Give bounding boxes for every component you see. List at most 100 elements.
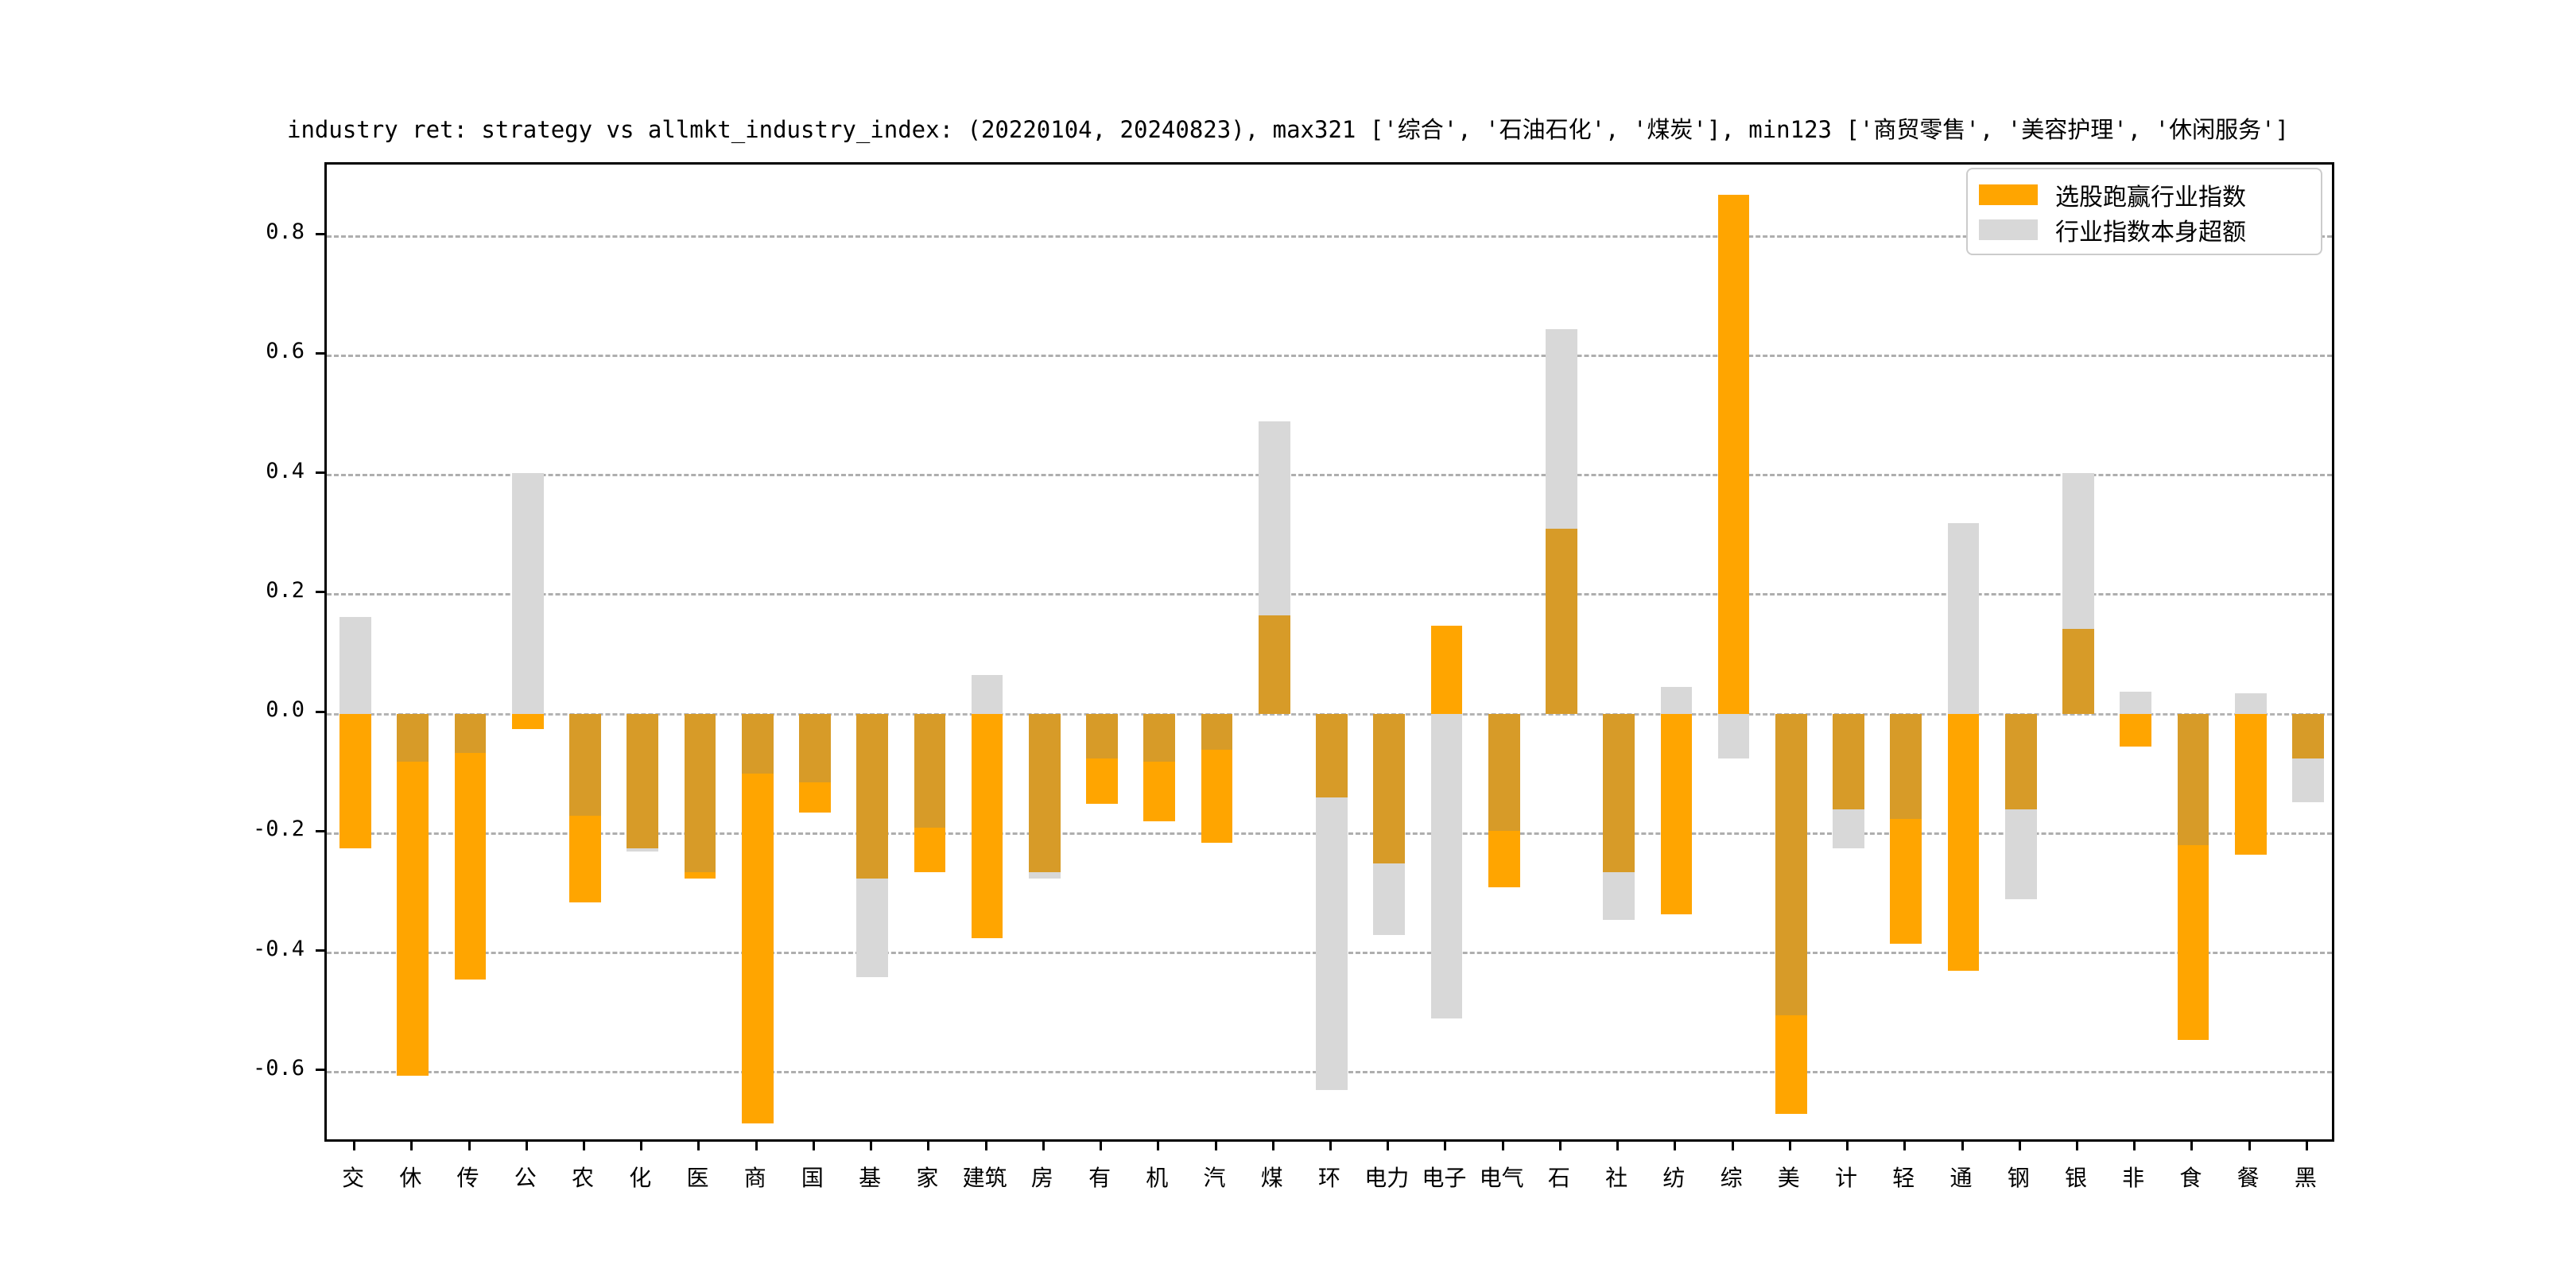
- xtick-label-国: 国: [801, 1165, 824, 1191]
- bar-overlap-食: [2177, 714, 2209, 846]
- xtick-label-石: 石: [1547, 1165, 1570, 1191]
- bar-strategy-休: [397, 714, 429, 1076]
- legend-label-index: 行业指数本身超额: [2055, 219, 2246, 246]
- bar-overlap-休: [397, 714, 429, 762]
- ytick-label-neg0_6: -0.6: [252, 1055, 305, 1080]
- bar-overlap-计: [1833, 714, 1864, 810]
- bar-strategy-交: [339, 714, 371, 849]
- xtick-label-社: 社: [1605, 1165, 1628, 1191]
- xtick-mark-黑: [2305, 1142, 2308, 1150]
- bar-index-通: [1947, 522, 1980, 715]
- xtick-label-电气: 电气: [1479, 1165, 1524, 1191]
- xtick-label-交: 交: [342, 1165, 365, 1191]
- bar-strategy-公: [511, 714, 544, 729]
- xtick-mark-电力: [1387, 1142, 1390, 1150]
- xtick-label-电子: 电子: [1422, 1165, 1467, 1191]
- xtick-label-计: 计: [1835, 1165, 1858, 1191]
- legend-swatch-orange: [1979, 184, 2038, 205]
- xtick-mark-商: [755, 1142, 758, 1150]
- bar-strategy-餐: [2234, 714, 2267, 855]
- xtick-mark-银: [2075, 1142, 2078, 1150]
- xtick-label-公: 公: [514, 1165, 537, 1191]
- bar-index-餐: [2234, 692, 2267, 715]
- bar-overlap-轻: [1890, 714, 1922, 819]
- bar-index-综: [1717, 714, 1750, 759]
- xtick-mark-化: [640, 1142, 643, 1150]
- ytick-label-0_4: 0.4: [266, 458, 305, 483]
- bar-overlap-电力: [1373, 714, 1406, 863]
- xtick-mark-建筑: [984, 1142, 987, 1150]
- bar-overlap-社: [1603, 714, 1635, 873]
- plot-area: [324, 162, 2334, 1142]
- bar-index-电子: [1430, 714, 1463, 1019]
- xtick-mark-国: [812, 1142, 815, 1150]
- chart-title: industry ret: strategy vs allmkt_industr…: [286, 116, 2289, 143]
- xtick-label-建筑: 建筑: [962, 1165, 1007, 1191]
- xtick-mark-计: [1846, 1142, 1849, 1150]
- bar-overlap-国: [799, 714, 831, 783]
- bar-strategy-纺: [1660, 714, 1693, 914]
- ytick-mark-6: [316, 949, 324, 952]
- xtick-mark-钢: [2018, 1142, 2021, 1150]
- bar-index-交: [339, 616, 371, 715]
- xtick-label-商: 商: [743, 1165, 766, 1191]
- xtick-label-纺: 纺: [1662, 1165, 1686, 1191]
- ytick-label-neg0_4: -0.4: [252, 936, 305, 961]
- xtick-mark-电气: [1501, 1142, 1504, 1150]
- xtick-label-机: 机: [1146, 1165, 1169, 1191]
- bar-strategy-建筑: [971, 714, 1003, 938]
- xtick-mark-交: [353, 1142, 356, 1150]
- legend-item-strategy: 选股跑赢行业指数: [1979, 177, 2310, 212]
- ytick-label-0_0: 0.0: [266, 697, 305, 723]
- xtick-mark-休: [410, 1142, 413, 1150]
- gridline-0_8: [327, 235, 2332, 238]
- bar-overlap-医: [684, 714, 716, 873]
- bar-overlap-房: [1028, 714, 1061, 873]
- xtick-label-环: 环: [1317, 1165, 1340, 1191]
- bar-overlap-环: [1316, 714, 1348, 798]
- bar-overlap-石: [1546, 529, 1577, 715]
- xtick-mark-机: [1157, 1142, 1160, 1150]
- xtick-label-钢: 钢: [2007, 1165, 2030, 1191]
- xtick-label-非: 非: [2122, 1165, 2145, 1191]
- xtick-label-休: 休: [399, 1165, 422, 1191]
- xtick-label-医: 医: [686, 1165, 709, 1191]
- xtick-mark-环: [1329, 1142, 1332, 1150]
- xtick-mark-轻: [1903, 1142, 1907, 1150]
- legend-item-index: 行业指数本身超额: [1979, 212, 2310, 247]
- xtick-mark-石: [1558, 1142, 1562, 1150]
- bar-index-建筑: [971, 675, 1003, 715]
- bar-overlap-化: [627, 714, 659, 849]
- ytick-label-0_2: 0.2: [266, 577, 305, 603]
- xtick-label-房: 房: [1030, 1165, 1053, 1191]
- xtick-mark-美: [1788, 1142, 1791, 1150]
- bar-strategy-通: [1947, 714, 1980, 972]
- bar-overlap-汽: [1201, 714, 1233, 751]
- gridline-0_2: [327, 593, 2332, 596]
- chart-legend: 选股跑赢行业指数 行业指数本身超额: [1966, 168, 2322, 255]
- ytick-label-0_6: 0.6: [266, 339, 305, 364]
- bar-strategy-传: [454, 714, 487, 980]
- xtick-mark-基: [870, 1142, 873, 1150]
- xtick-label-家: 家: [916, 1165, 939, 1191]
- bar-overlap-基: [856, 714, 889, 879]
- bar-overlap-有: [1086, 714, 1118, 759]
- xtick-mark-煤: [1271, 1142, 1274, 1150]
- xtick-label-电力: 电力: [1364, 1165, 1410, 1191]
- xtick-label-轻: 轻: [1892, 1165, 1915, 1191]
- bar-overlap-银: [2062, 629, 2094, 715]
- xtick-mark-公: [525, 1142, 528, 1150]
- legend-swatch-gray: [1979, 219, 2038, 240]
- xtick-label-基: 基: [859, 1165, 882, 1191]
- xtick-mark-医: [697, 1142, 700, 1150]
- xtick-label-化: 化: [629, 1165, 652, 1191]
- xtick-mark-纺: [1674, 1142, 1677, 1150]
- bar-strategy-非: [2120, 714, 2152, 747]
- bar-overlap-电气: [1488, 714, 1520, 831]
- bar-overlap-商: [741, 714, 774, 774]
- ytick-mark-1: [316, 351, 324, 355]
- xtick-mark-有: [1100, 1142, 1103, 1150]
- ytick-label-0_8: 0.8: [266, 219, 305, 245]
- ytick-mark-2: [316, 471, 324, 475]
